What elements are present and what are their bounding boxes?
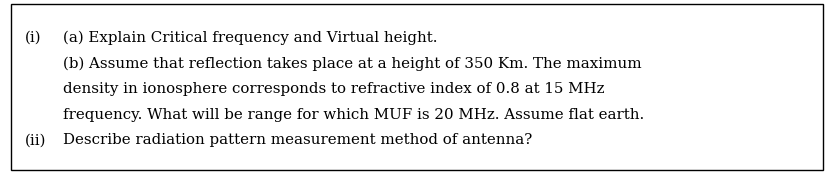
Text: (ii): (ii) [25,133,47,147]
Text: (i): (i) [25,31,42,44]
Bar [11,4,823,170]
Text: density in ionosphere corresponds to refractive index of 0.8 at 15 MHz: density in ionosphere corresponds to ref… [63,82,604,96]
Text: frequency. What will be range for which MUF is 20 MHz. Assume flat earth.: frequency. What will be range for which … [63,108,644,122]
Text: (a) Explain Critical frequency and Virtual height.: (a) Explain Critical frequency and Virtu… [63,31,437,45]
Text: (b) Assume that reflection takes place at a height of 350 Km. The maximum: (b) Assume that reflection takes place a… [63,56,641,71]
Text: Describe radiation pattern measurement method of antenna?: Describe radiation pattern measurement m… [63,133,532,147]
